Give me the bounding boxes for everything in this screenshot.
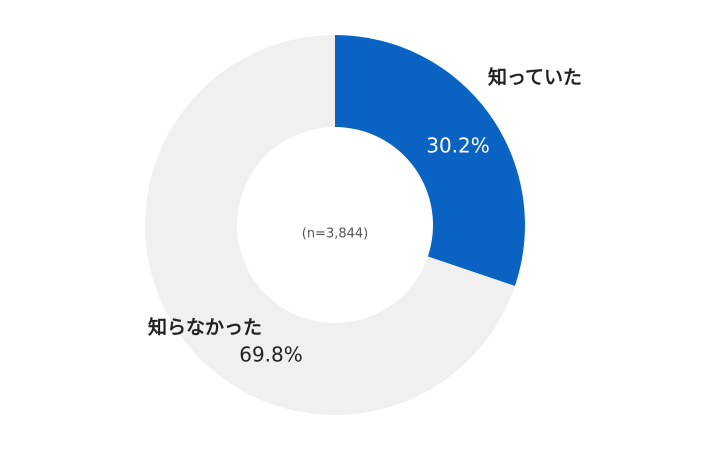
slice	[335, 35, 525, 286]
slice	[145, 35, 515, 415]
category-label: 知らなかった	[148, 316, 262, 339]
value-label: 30.2%	[426, 134, 490, 158]
category-label: 知っていた	[488, 66, 582, 89]
value-label: 69.8%	[239, 343, 303, 367]
slices	[145, 35, 525, 415]
center-note: (n=3,844)	[302, 227, 369, 242]
